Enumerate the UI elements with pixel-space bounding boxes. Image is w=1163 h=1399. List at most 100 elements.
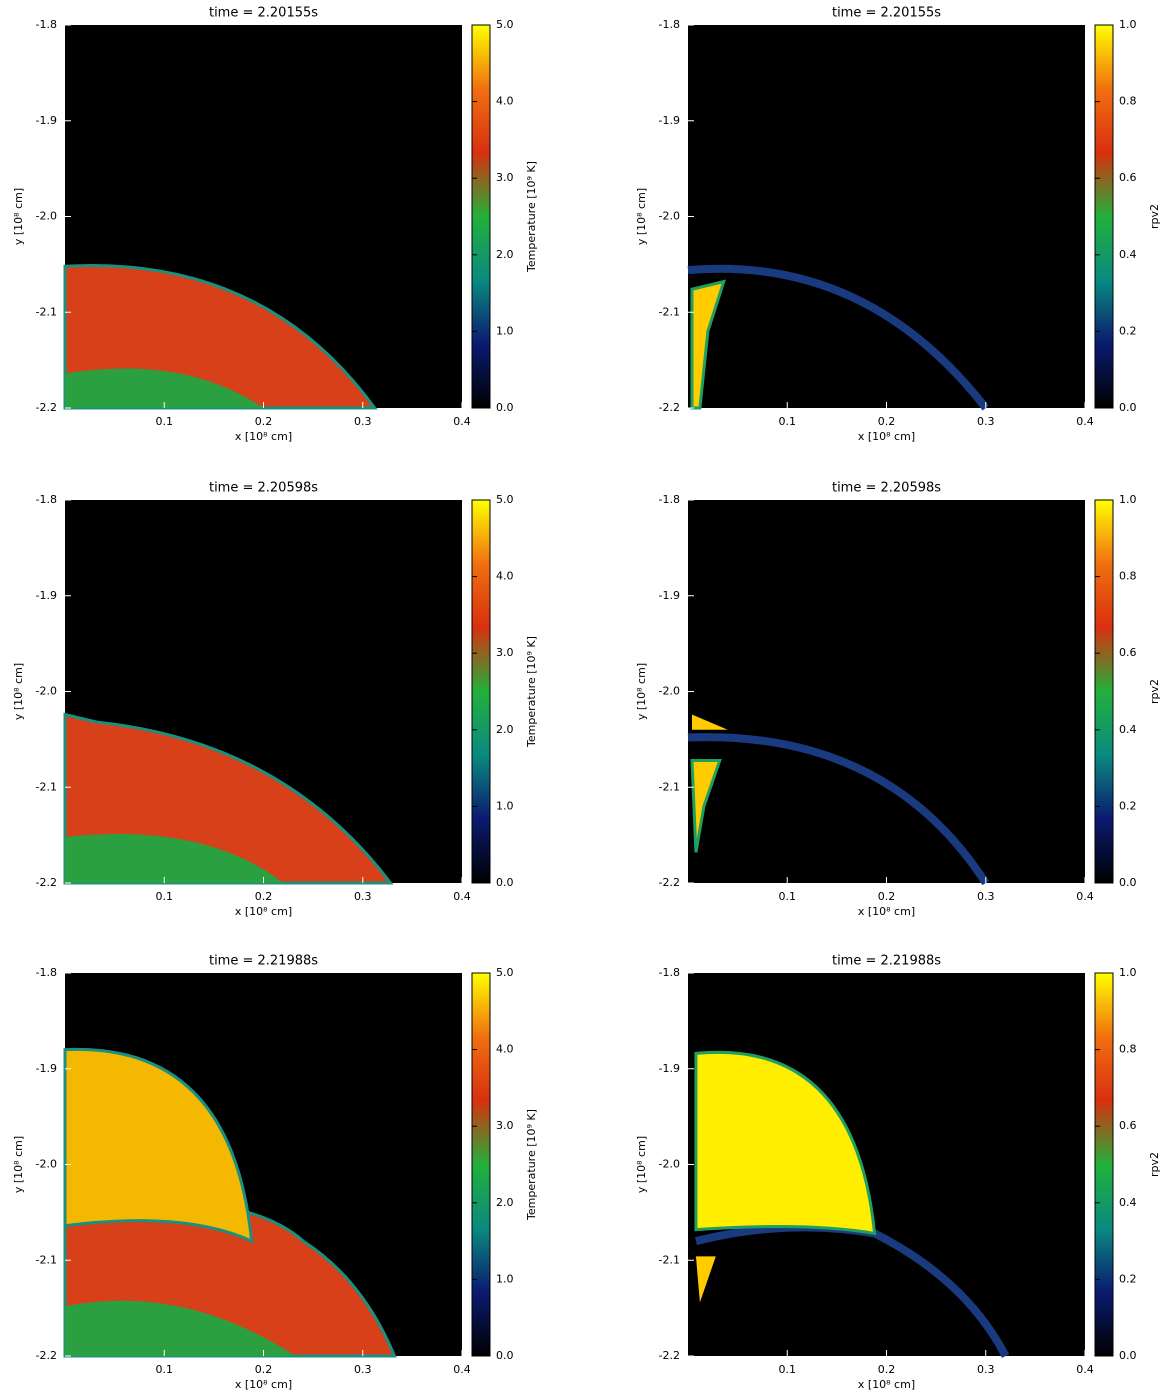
colorbar-label: rpv2: [1148, 1152, 1161, 1177]
colorbar-tick-label: 5.0: [496, 493, 514, 506]
x-tick-label: 0.1: [156, 890, 174, 903]
x-tick-label: 0.2: [255, 890, 273, 903]
y-tick-label: -1.8: [36, 966, 57, 979]
field-region: [65, 368, 264, 408]
colorbar-label: rpv2: [1148, 679, 1161, 704]
colorbar-tick-label: 0.4: [1119, 248, 1137, 261]
colorbar: [1094, 972, 1114, 1357]
colorbar-tick-label: 0.8: [1119, 95, 1137, 108]
colorbar-tick-label: 0.6: [1119, 1119, 1137, 1132]
y-tick-label: -2.0: [659, 1158, 680, 1171]
colorbar-tick-label: 3.0: [496, 1119, 514, 1132]
colorbar-tick-label: 1.0: [496, 324, 514, 337]
y-tick-label: -2.2: [659, 1349, 680, 1362]
colorbar-tick-label: 0.2: [1119, 799, 1137, 812]
field: [65, 714, 391, 883]
y-tick-label: -1.8: [36, 493, 57, 506]
y-tick-label: -2.0: [36, 1158, 57, 1171]
y-tick-label: -2.1: [659, 305, 680, 318]
y-axis-label: y [10⁸ cm]: [635, 663, 648, 720]
x-tick-label: 0.4: [1076, 890, 1094, 903]
y-tick-label: -2.1: [659, 1253, 680, 1266]
colorbar-tick-label: 1.0: [1119, 493, 1137, 506]
y-axis-label: y [10⁸ cm]: [635, 1136, 648, 1193]
x-tick-label: 0.4: [453, 890, 471, 903]
colorbar-tick-label: 0.0: [496, 876, 514, 889]
field-region: [695, 1256, 716, 1303]
colorbar: [471, 972, 491, 1357]
colorbar-label: Temperature [10⁹ K]: [525, 1109, 538, 1221]
colorbar-tick-label: 0.2: [1119, 1272, 1137, 1285]
plot-area: [688, 25, 1085, 408]
y-tick-label: -2.0: [659, 685, 680, 698]
colorbar-tick-label: 0.0: [1119, 401, 1137, 414]
y-tick-label: -1.9: [659, 1062, 680, 1075]
colorbar-tick-label: 2.0: [496, 1196, 514, 1209]
colorbar-tick-label: 0.6: [1119, 646, 1137, 659]
x-tick-label: 0.4: [1076, 1363, 1094, 1376]
x-axis-label: x [10⁸ cm]: [858, 430, 915, 443]
colorbar-tick-label: 3.0: [496, 646, 514, 659]
y-tick-label: -2.1: [36, 780, 57, 793]
x-tick-label: 0.1: [779, 1363, 797, 1376]
colorbar-tick-label: 4.0: [496, 1043, 514, 1056]
field: [65, 1049, 395, 1356]
panel: time = 2.20155s 0.1 0.2 0.3 0.4 -1.8 -1.9 -2.0 -…: [12, 6, 538, 444]
colorbar-tick-label: 0.0: [496, 401, 514, 414]
x-tick-label: 0.3: [354, 1363, 372, 1376]
y-tick-label: -1.9: [659, 114, 680, 127]
x-tick-label: 0.1: [156, 1363, 174, 1376]
x-tick-label: 0.2: [878, 415, 896, 428]
x-axis-label: x [10⁸ cm]: [235, 430, 292, 443]
colorbar-tick-label: 0.4: [1119, 723, 1137, 736]
colorbar: [471, 24, 491, 409]
x-tick-label: 0.1: [779, 415, 797, 428]
y-tick-label: -1.9: [36, 589, 57, 602]
y-tick-label: -1.8: [659, 18, 680, 31]
field-region: [65, 833, 284, 883]
x-tick-label: 0.3: [354, 890, 372, 903]
x-tick-label: 0.4: [453, 1363, 471, 1376]
x-tick-label: 0.2: [255, 1363, 273, 1376]
colorbar-tick-label: 0.0: [1119, 876, 1137, 889]
colorbar-tick-label: 1.0: [496, 799, 514, 812]
y-axis-label: y [10⁸ cm]: [12, 1136, 25, 1193]
y-tick-label: -2.0: [36, 685, 57, 698]
y-tick-label: -2.2: [659, 876, 680, 889]
x-tick-label: 0.2: [878, 1363, 896, 1376]
panel: time = 2.21988s 0.1 0.2 0.3 0.4 -1.8 -1.9 -2.0 -…: [12, 954, 538, 1392]
colorbar-tick-label: 4.0: [496, 570, 514, 583]
colorbar-tick-label: 1.0: [1119, 18, 1137, 31]
colorbar-tick-label: 4.0: [496, 95, 514, 108]
y-axis-label: y [10⁸ cm]: [12, 188, 25, 245]
colorbar-tick-label: 0.8: [1119, 570, 1137, 583]
panel: time = 2.20598s 0.1 0.2 0.3 0.4 -1.8 -1.9 -2.0 -…: [635, 481, 1161, 919]
panel: time = 2.21988s 0.1 0.2 0.3 0.4 -1.8 -1.9 -2.0 -…: [635, 954, 1161, 1392]
colorbar: [471, 499, 491, 884]
panel-title: time = 2.20598s: [209, 481, 318, 496]
panel-title: time = 2.21988s: [209, 954, 318, 969]
colorbar-tick-label: 0.4: [1119, 1196, 1137, 1209]
y-tick-label: -1.8: [659, 966, 680, 979]
y-tick-label: -1.9: [659, 589, 680, 602]
colorbar-tick-label: 0.8: [1119, 1043, 1137, 1056]
field: [696, 1052, 1006, 1356]
y-tick-label: -1.8: [36, 18, 57, 31]
x-tick-label: 0.4: [1076, 415, 1094, 428]
colorbar: [1094, 24, 1114, 409]
panel: time = 2.20155s 0.1 0.2 0.3 0.4 -1.8 -1.9 -2.0 -…: [635, 6, 1161, 444]
field-region: [65, 1300, 296, 1356]
panel-title: time = 2.21988s: [832, 954, 941, 969]
y-tick-label: -2.2: [36, 401, 57, 414]
x-tick-label: 0.1: [779, 890, 797, 903]
colorbar-tick-label: 0.0: [1119, 1349, 1137, 1362]
colorbar-label: Temperature [10⁹ K]: [525, 161, 538, 273]
colorbar-tick-label: 3.0: [496, 171, 514, 184]
y-tick-label: -2.2: [36, 1349, 57, 1362]
field-region: [692, 282, 724, 408]
x-tick-label: 0.3: [354, 415, 372, 428]
panel-title: time = 2.20155s: [832, 6, 941, 21]
colorbar-tick-label: 2.0: [496, 723, 514, 736]
y-tick-label: -1.9: [36, 1062, 57, 1075]
